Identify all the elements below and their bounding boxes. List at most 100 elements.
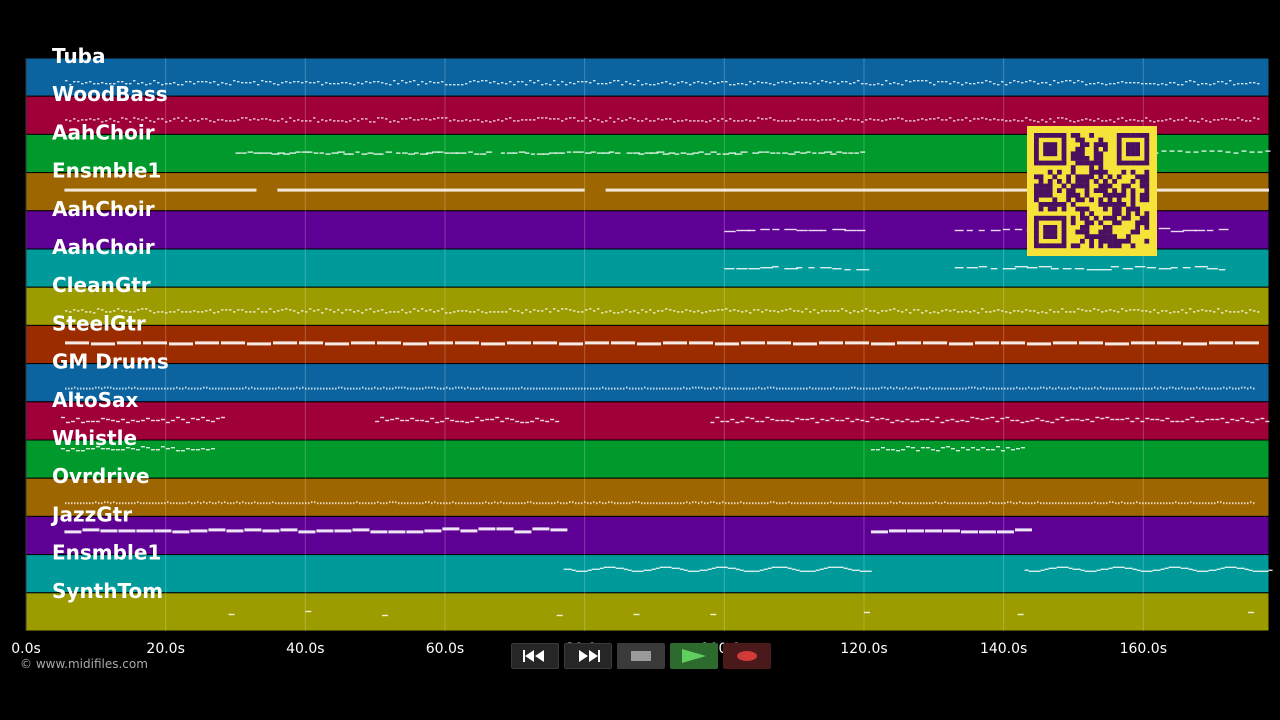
note: [560, 387, 562, 390]
note: [402, 152, 408, 154]
note: [627, 569, 632, 571]
note: [605, 188, 1269, 192]
qr-module: [1144, 192, 1150, 198]
note: [797, 118, 800, 120]
note: [920, 387, 922, 390]
note: [1206, 268, 1219, 270]
note: [237, 119, 240, 121]
note: [815, 387, 817, 390]
note: [86, 502, 88, 505]
qr-module: [1126, 206, 1131, 212]
note: [179, 387, 181, 390]
note: [791, 502, 793, 505]
note: [557, 310, 560, 312]
note: [633, 118, 636, 120]
note: [341, 120, 344, 122]
note: [137, 118, 140, 120]
stop-button[interactable]: [617, 643, 665, 669]
note: [873, 84, 876, 86]
note: [857, 80, 860, 82]
note: [745, 310, 748, 312]
note: [789, 308, 792, 310]
note: [853, 310, 856, 312]
note: [1074, 268, 1085, 270]
note: [857, 387, 859, 390]
note: [305, 502, 307, 505]
qr-module: [1070, 202, 1076, 207]
note: [299, 341, 323, 345]
track-label: WoodBass: [52, 82, 168, 106]
note: [185, 386, 187, 389]
note: [377, 501, 379, 504]
note: [1117, 118, 1120, 120]
note: [125, 310, 128, 312]
note: [137, 309, 140, 311]
note: [978, 266, 988, 268]
note: [385, 83, 388, 85]
play-button[interactable]: [670, 643, 718, 669]
record-button[interactable]: [723, 643, 771, 669]
note: [253, 81, 256, 83]
qr-module: [1084, 156, 1090, 161]
note: [433, 118, 436, 120]
note: [877, 83, 880, 85]
qr-module: [1043, 188, 1048, 193]
note: [385, 312, 388, 314]
note: [923, 341, 947, 345]
note: [413, 308, 416, 310]
note: [945, 119, 948, 121]
note: [1185, 117, 1188, 119]
note: [1110, 418, 1115, 421]
note: [410, 417, 415, 420]
note: [1157, 341, 1181, 345]
note: [443, 387, 445, 390]
note: [353, 84, 356, 86]
note: [745, 84, 748, 86]
note: [421, 118, 424, 120]
note: [693, 82, 696, 84]
note: [331, 152, 339, 154]
note: [1007, 387, 1009, 390]
note: [329, 119, 332, 121]
note: [308, 387, 310, 390]
qr-module: [1061, 234, 1067, 239]
note: [701, 82, 704, 84]
note: [905, 120, 908, 122]
note: [837, 310, 840, 312]
qr-module: [1093, 215, 1099, 221]
qr-module: [1080, 238, 1085, 244]
note: [226, 529, 244, 533]
note: [945, 81, 948, 83]
note: [1061, 308, 1064, 310]
fast-forward-button[interactable]: [564, 643, 612, 669]
qr-module: [1038, 179, 1044, 184]
note: [425, 83, 428, 85]
note: [583, 570, 588, 572]
note: [740, 420, 745, 423]
note: [1013, 387, 1015, 390]
qr-module: [1080, 183, 1085, 189]
note: [1205, 418, 1210, 421]
note: [122, 387, 124, 390]
note: [379, 153, 384, 155]
note: [1217, 387, 1219, 390]
note: [317, 387, 319, 390]
note: [82, 528, 100, 532]
note: [165, 83, 168, 85]
rewind-button[interactable]: [511, 643, 559, 669]
transport-controls: [511, 643, 771, 669]
note: [1257, 118, 1260, 120]
note: [375, 420, 380, 423]
note: [476, 502, 478, 505]
note: [1178, 502, 1180, 505]
qr-module: [1098, 197, 1104, 203]
note: [569, 501, 571, 504]
note: [1025, 309, 1028, 311]
note: [980, 387, 982, 390]
note: [631, 570, 636, 572]
note: [849, 312, 852, 314]
note: [1145, 387, 1147, 390]
note: [393, 120, 396, 122]
note: [941, 119, 944, 121]
note: [853, 82, 856, 84]
